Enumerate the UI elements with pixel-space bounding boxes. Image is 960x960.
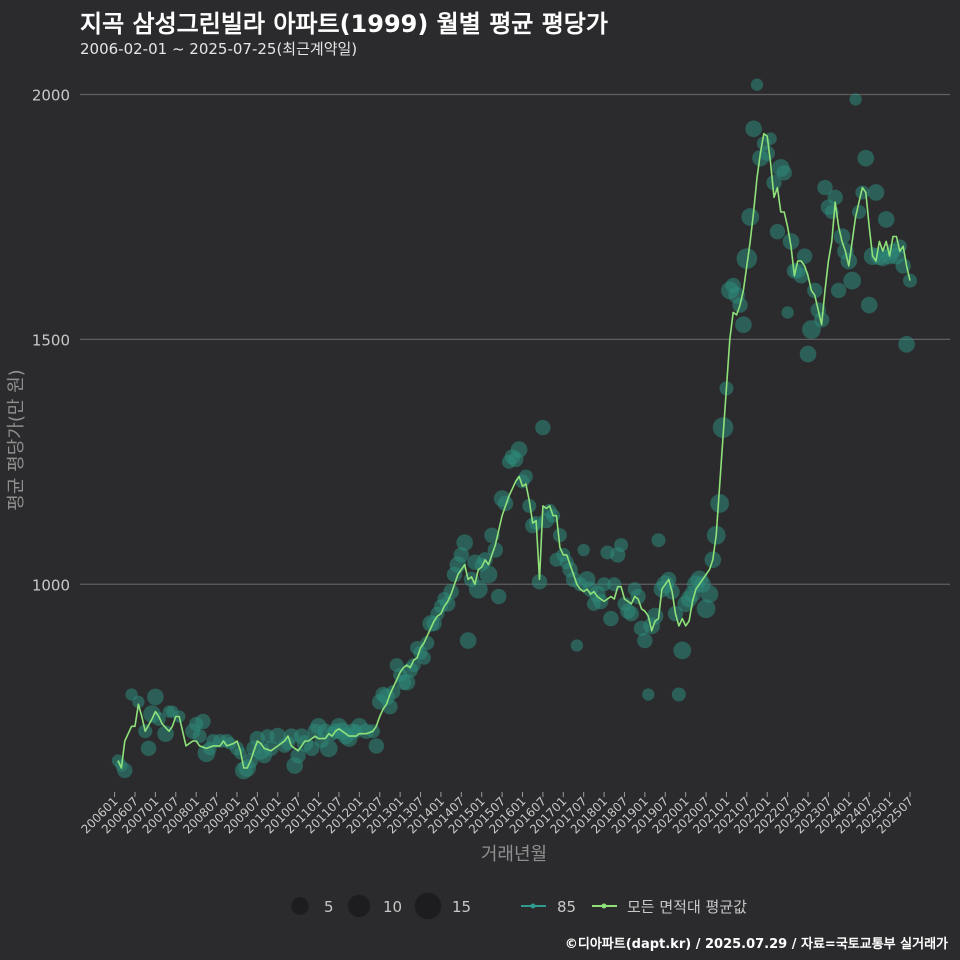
legend-size-10 (347, 894, 371, 918)
y-axis-title: 평균 평당가(만 원) (6, 369, 27, 510)
grid-lines (80, 93, 950, 585)
bubble-point (852, 205, 867, 220)
bubble-point (552, 528, 567, 543)
bubble-point (764, 132, 777, 145)
bubble-point (898, 335, 915, 353)
legend-average-label: 모든 면적대 평균값 (627, 898, 747, 916)
bubble-point (382, 699, 398, 715)
y-tick-label: 1500 (32, 331, 70, 349)
bubble-point (799, 345, 817, 363)
bubble-point (456, 534, 474, 551)
bubble-point (827, 189, 843, 206)
bubble-point (398, 673, 416, 691)
bubble-point (453, 547, 470, 563)
bubble-point (849, 93, 862, 106)
bubble-point (623, 605, 639, 622)
bubble-point (860, 296, 878, 314)
bubble-point (420, 636, 435, 651)
bubble-point (592, 593, 609, 610)
bubble-point (577, 543, 590, 557)
footer-credit: ©디아파트(dapt.kr) / 2025.07.29 / 자료=국토교통부 실… (564, 937, 948, 952)
bubble-point (614, 538, 629, 553)
x-axis-title: 거래년월 (481, 844, 547, 865)
bubble-point (759, 145, 775, 161)
bubble-point (673, 641, 692, 660)
bubble-point (843, 271, 862, 290)
legend-average-dot (601, 903, 607, 909)
bubble-point (736, 248, 758, 269)
bubble-point (319, 739, 338, 758)
bubble-point (766, 174, 782, 191)
bubble-point (510, 441, 528, 458)
bubble-series-85 (111, 78, 918, 780)
y-tick-label: 1000 (32, 576, 70, 594)
bubble-point (833, 228, 851, 245)
bubble-point (750, 78, 764, 91)
legend-size-label: 10 (383, 898, 402, 916)
bubble-point (696, 599, 716, 619)
y-tick-label: 2000 (32, 86, 70, 104)
bubble-point (781, 306, 794, 319)
bubble-point (817, 179, 833, 196)
legend-size-label: 15 (452, 898, 471, 916)
bubble-point (484, 527, 500, 544)
bubble-point (637, 632, 653, 649)
average-line (117, 132, 911, 769)
bubble-point (263, 740, 279, 757)
bubble-point (630, 588, 646, 605)
bubble-point (867, 184, 885, 201)
bubble-point (491, 588, 507, 605)
bubble-point (535, 419, 551, 436)
bubble-point (531, 574, 548, 590)
bubble-point (570, 639, 584, 652)
x-axis: 2006012006072007012007072008012008072009… (78, 792, 916, 837)
bubble-point (607, 577, 622, 592)
bubble-point (857, 149, 875, 167)
bubble-point (830, 282, 847, 299)
bubble-point (140, 740, 157, 757)
bubble-point (468, 579, 488, 599)
bubble-point (642, 688, 655, 701)
legend-85-label: 85 (557, 898, 576, 916)
bubble-point (406, 658, 421, 673)
legend: 5 10 15 85 모든 면적대 평균값 (291, 892, 747, 920)
bubble-point (710, 494, 730, 513)
bubble-point (671, 687, 686, 702)
bubble-point (195, 713, 211, 730)
legend-size-15 (414, 892, 442, 920)
bubble-point (416, 650, 431, 665)
bubble-point (745, 120, 762, 138)
chart-title: 지곡 삼성그린빌라 아파트(1999) 월별 평균 평당가 (80, 10, 608, 38)
bubble-point (651, 533, 666, 548)
legend-size-5 (291, 897, 309, 915)
bubble-point (793, 268, 809, 284)
bubble-point (776, 165, 792, 181)
bubble-point (603, 610, 619, 627)
bubble-point (132, 695, 145, 709)
y-axis: 1000 1500 2000 (32, 86, 70, 594)
bubble-point (518, 469, 533, 484)
legend-size-label: 5 (324, 898, 334, 916)
bubble-point (769, 223, 786, 240)
bubble-point (192, 729, 207, 744)
bubble-point (741, 208, 760, 226)
bubble-point (479, 565, 498, 584)
bubble-point (877, 211, 895, 228)
bubble-point (902, 273, 918, 288)
bubble-point (796, 248, 813, 264)
bubble-point (290, 748, 306, 764)
bubble-point (147, 688, 164, 706)
average-line-series (117, 132, 911, 769)
chart-subtitle: 2006-02-01 ~ 2025-07-25(최근계약일) (80, 40, 358, 58)
bubble-point (700, 585, 719, 603)
bubble-point (735, 316, 752, 334)
bubble-point (782, 233, 800, 250)
bubble-point (368, 738, 385, 754)
bubble-point (304, 740, 320, 757)
legend-85-dot (530, 903, 536, 909)
bubble-point (459, 632, 477, 649)
bubble-point (597, 577, 612, 592)
